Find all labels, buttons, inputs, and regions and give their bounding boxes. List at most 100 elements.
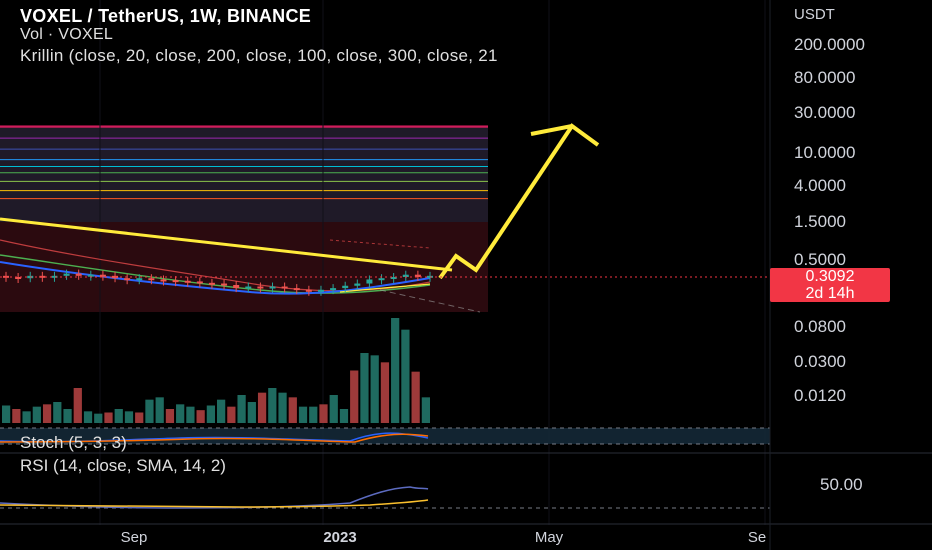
price-tick-label: 10.0000: [794, 143, 855, 162]
candle-body: [245, 286, 252, 289]
candle-body: [184, 280, 191, 283]
currency-unit[interactable]: USDT: [794, 6, 835, 23]
volume-bar: [135, 412, 144, 423]
candle-body: [293, 288, 300, 291]
candle-body: [75, 273, 82, 276]
price-tick-label: 200.0000: [794, 35, 865, 54]
time-tick-label: May: [535, 529, 564, 546]
volume-bar: [104, 412, 113, 423]
volume-bar: [309, 406, 318, 423]
volume-bar: [114, 409, 123, 423]
volume-bar: [278, 392, 287, 423]
candle-body: [269, 286, 276, 289]
volume-bar: [63, 409, 72, 423]
candle-body: [402, 274, 409, 277]
candle-body: [124, 278, 131, 281]
volume-bar: [227, 406, 236, 423]
volume-bar: [165, 409, 175, 423]
candle-body: [317, 289, 324, 292]
downtrend-line: [0, 217, 453, 272]
fibonacci-levels: [0, 126, 488, 312]
last-price-value: 0.3092: [805, 268, 855, 285]
candle-body: [330, 288, 337, 291]
candle-body: [51, 275, 58, 278]
rsi-label[interactable]: RSI (14, close, SMA, 14, 2): [20, 456, 226, 475]
rsi-ma-line: [0, 499, 429, 508]
volume-bar: [298, 406, 308, 423]
candle-body: [221, 283, 228, 286]
candle-body: [99, 274, 106, 277]
candle-body: [342, 285, 349, 289]
candle-body: [354, 283, 361, 286]
volume-bar: [206, 405, 215, 423]
volume-bar: [339, 409, 349, 423]
fib-lines: [0, 125, 488, 200]
candle-body: [281, 286, 288, 289]
volume-bar: [155, 397, 164, 423]
volume-legend[interactable]: Vol · VOXEL: [20, 26, 114, 43]
projection-arrow-left: [530, 124, 573, 136]
dashed-band: [329, 239, 431, 249]
volume-bar: [319, 404, 328, 423]
candle-body: [378, 278, 385, 281]
volume-bar: [42, 404, 52, 423]
moving-averages: [0, 239, 481, 313]
volume-bar: [2, 405, 11, 423]
price-tick-label: 0.5000: [794, 250, 846, 269]
stoch-label[interactable]: Stoch (5, 3, 3): [20, 433, 127, 452]
candle-body: [63, 273, 70, 276]
volume-bar: [268, 388, 277, 423]
volume-bar: [32, 406, 41, 423]
candle-body: [196, 281, 203, 284]
symbol-title[interactable]: VOXEL / TetherUS, 1W, BINANCE: [20, 6, 312, 26]
ma-blue: [0, 261, 431, 295]
volume-bar: [370, 355, 379, 423]
time-tick-label: Sep: [121, 529, 148, 546]
volume-bars: [2, 318, 430, 423]
volume-bar: [380, 362, 390, 423]
time-tick-label: 2023: [323, 529, 356, 546]
price-axis[interactable]: 200.0000 80.0000 30.0000 10.0000 4.0000 1.500…: [794, 35, 865, 494]
candle-body: [305, 289, 312, 292]
candle-body: [148, 278, 155, 281]
candle-body: [366, 279, 373, 284]
candle-body: [39, 275, 46, 278]
price-tick-label: 30.0000: [794, 103, 855, 122]
ma-yellow: [339, 283, 431, 293]
dashed-band-low: [379, 289, 481, 313]
candle-body: [160, 279, 167, 282]
volume-bar: [22, 411, 31, 423]
volume-bar: [421, 397, 430, 423]
stoch-d-line: [0, 433, 429, 443]
candle-body: [15, 277, 22, 279]
price-tick-label: 0.0120: [794, 386, 846, 405]
volume-bar: [411, 371, 420, 423]
volume-bar: [329, 395, 338, 423]
volume-bar: [124, 411, 134, 423]
candle-body: [233, 284, 240, 289]
price-tick-label: 1.5000: [794, 212, 846, 231]
volume-bar: [83, 411, 93, 423]
volume-bar: [360, 353, 369, 423]
volume-bar: [53, 402, 62, 423]
time-axis[interactable]: Sep 2023 May Se: [121, 529, 767, 546]
candle-body: [414, 274, 421, 277]
candle-body: [136, 278, 143, 281]
bar-countdown: 2d 14h: [805, 285, 855, 302]
volume-bar: [145, 399, 154, 423]
last-price-tag: 0.3092 2d 14h: [770, 268, 890, 302]
volume-bar: [217, 399, 226, 423]
volume-bar: [350, 370, 359, 423]
candle-body: [208, 282, 215, 285]
rsi-pane: [0, 486, 770, 509]
indicator-legend[interactable]: Krillin (close, 20, close, 200, close, 1…: [20, 46, 498, 65]
volume-bar: [12, 409, 21, 423]
ma-green: [0, 254, 431, 294]
volume-bar: [391, 318, 400, 423]
price-tick-label: 0.0800: [794, 317, 846, 336]
ma-red: [0, 239, 431, 292]
volume-bar: [176, 404, 185, 423]
candle-body: [87, 274, 94, 277]
volume-bar: [196, 410, 205, 423]
